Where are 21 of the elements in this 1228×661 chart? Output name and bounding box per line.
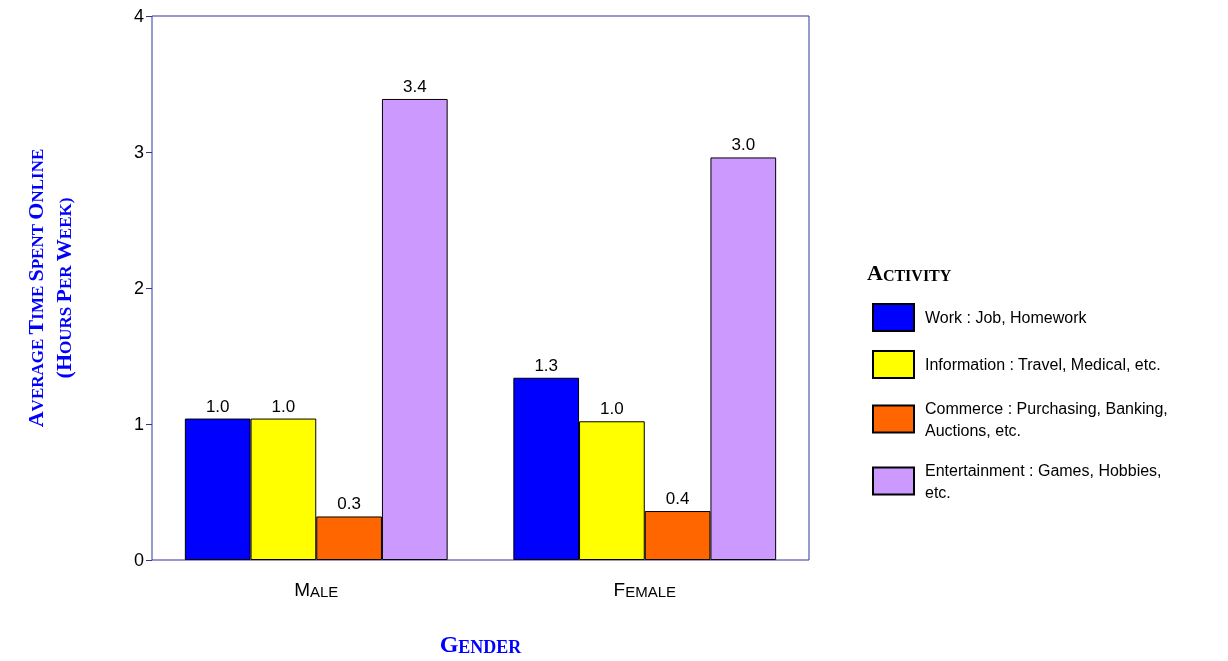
y-tick-label: 1 — [133, 414, 144, 434]
data-label: 1.0 — [271, 396, 296, 416]
data-label: 3.0 — [731, 135, 756, 155]
x-tick-label: FEMALE — [613, 579, 676, 600]
y-tick-label: 4 — [133, 6, 144, 26]
y-tick-label: 2 — [133, 278, 144, 298]
data-label: 0.4 — [665, 489, 690, 509]
legend-label: Entertainment : Games, Hobbies, etc. — [925, 461, 1166, 501]
data-label: 1.0 — [205, 396, 230, 416]
x-axis-title: GENDER — [439, 631, 523, 657]
y-tick-label: 0 — [133, 550, 144, 570]
legend-label: Commerce : Purchasing, Banking, Auctions, etc. — [925, 399, 1173, 439]
legend-label: Information : Travel, Medical, etc. — [925, 356, 1161, 373]
data-label: 1.0 — [600, 399, 624, 419]
y-tick-label: 3 — [133, 142, 144, 162]
legend-label: Work : Job, Homework — [925, 309, 1088, 326]
legend-title: ACTIVITY — [867, 259, 952, 285]
data-label: 1.3 — [534, 355, 559, 375]
data-label: 3.4 — [402, 76, 427, 96]
x-tick-label: MALE — [294, 579, 339, 600]
data-label: 0.3 — [337, 494, 361, 514]
